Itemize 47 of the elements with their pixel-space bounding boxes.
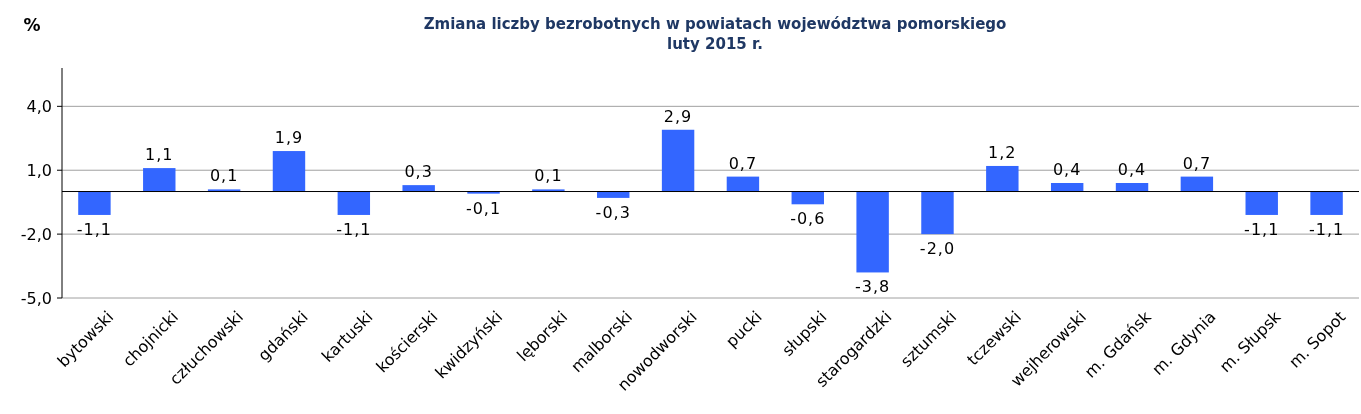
bar (78, 191, 111, 215)
data-label: -0,1 (465, 198, 502, 218)
bar (1115, 183, 1149, 192)
data-label: 0,3 (404, 162, 433, 182)
bar (597, 191, 630, 198)
data-label: -2,0 (919, 239, 956, 259)
bar (532, 189, 565, 192)
bar (856, 191, 889, 273)
bar (791, 191, 824, 205)
bar (1245, 191, 1278, 215)
data-label: 1,2 (988, 142, 1017, 162)
bar (402, 185, 435, 192)
data-label: -0,3 (595, 202, 631, 222)
data-label: -1,1 (76, 219, 113, 239)
data-label: 0,4 (1117, 160, 1147, 179)
bar (337, 191, 371, 215)
bar (272, 151, 306, 192)
y-tick-label: 1,0 (26, 160, 52, 180)
data-label: -1,1 (336, 219, 372, 239)
data-label: 0,7 (728, 153, 758, 173)
y-axis-title: % (23, 15, 41, 35)
y-tick-label: -2,0 (20, 224, 52, 244)
data-label: 0,1 (534, 166, 563, 186)
bar (661, 129, 695, 192)
data-label: 1,1 (145, 145, 174, 165)
data-label: 0,1 (209, 166, 239, 186)
data-label: 0,7 (1182, 153, 1212, 173)
bar (1050, 183, 1084, 192)
bar (207, 189, 241, 192)
data-label: -0,6 (790, 209, 826, 229)
data-label: 2,9 (663, 106, 693, 126)
bar (467, 191, 500, 194)
data-label: -1,1 (1308, 219, 1345, 239)
y-tick-label: 4,0 (26, 96, 52, 116)
chart-subtitle: luty 2015 r. (667, 35, 763, 53)
bar (1310, 191, 1343, 215)
data-label: -1,1 (1244, 219, 1280, 239)
bar (1180, 176, 1214, 192)
data-label: 1,9 (274, 128, 304, 148)
bar (143, 168, 176, 192)
bar (921, 191, 954, 235)
bar (726, 176, 760, 192)
data-label: 0,4 (1052, 160, 1082, 179)
chart-title: Zmiana liczby bezrobotnych w powiatach województwa pomorskiego (423, 15, 1007, 33)
data-label: -3,8 (855, 277, 891, 297)
bar (986, 165, 1019, 192)
y-tick-label: -5,0 (20, 288, 52, 308)
